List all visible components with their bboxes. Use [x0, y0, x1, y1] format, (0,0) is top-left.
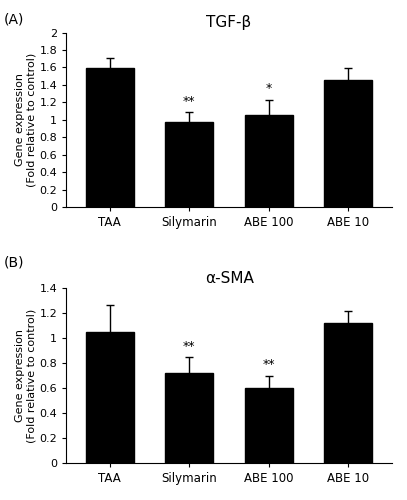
Text: **: ** [183, 340, 196, 352]
Title: TGF-β: TGF-β [206, 15, 252, 30]
Title: α-SMA: α-SMA [205, 271, 254, 286]
Bar [86, 332, 134, 463]
Bar [166, 373, 213, 463]
Text: (B): (B) [4, 255, 24, 269]
Text: *: * [266, 82, 272, 96]
Bar [166, 122, 213, 207]
Bar [245, 388, 293, 463]
Text: (A): (A) [4, 12, 24, 26]
Bar [324, 80, 372, 207]
Text: **: ** [183, 94, 196, 108]
Bar [245, 116, 293, 207]
Bar [324, 324, 372, 463]
Y-axis label: Gene expression
(Fold relative to control): Gene expression (Fold relative to contro… [15, 308, 37, 443]
Y-axis label: Gene expression
(Fold relative to control): Gene expression (Fold relative to contro… [15, 52, 37, 187]
Bar [86, 68, 134, 207]
Text: **: ** [263, 358, 275, 372]
